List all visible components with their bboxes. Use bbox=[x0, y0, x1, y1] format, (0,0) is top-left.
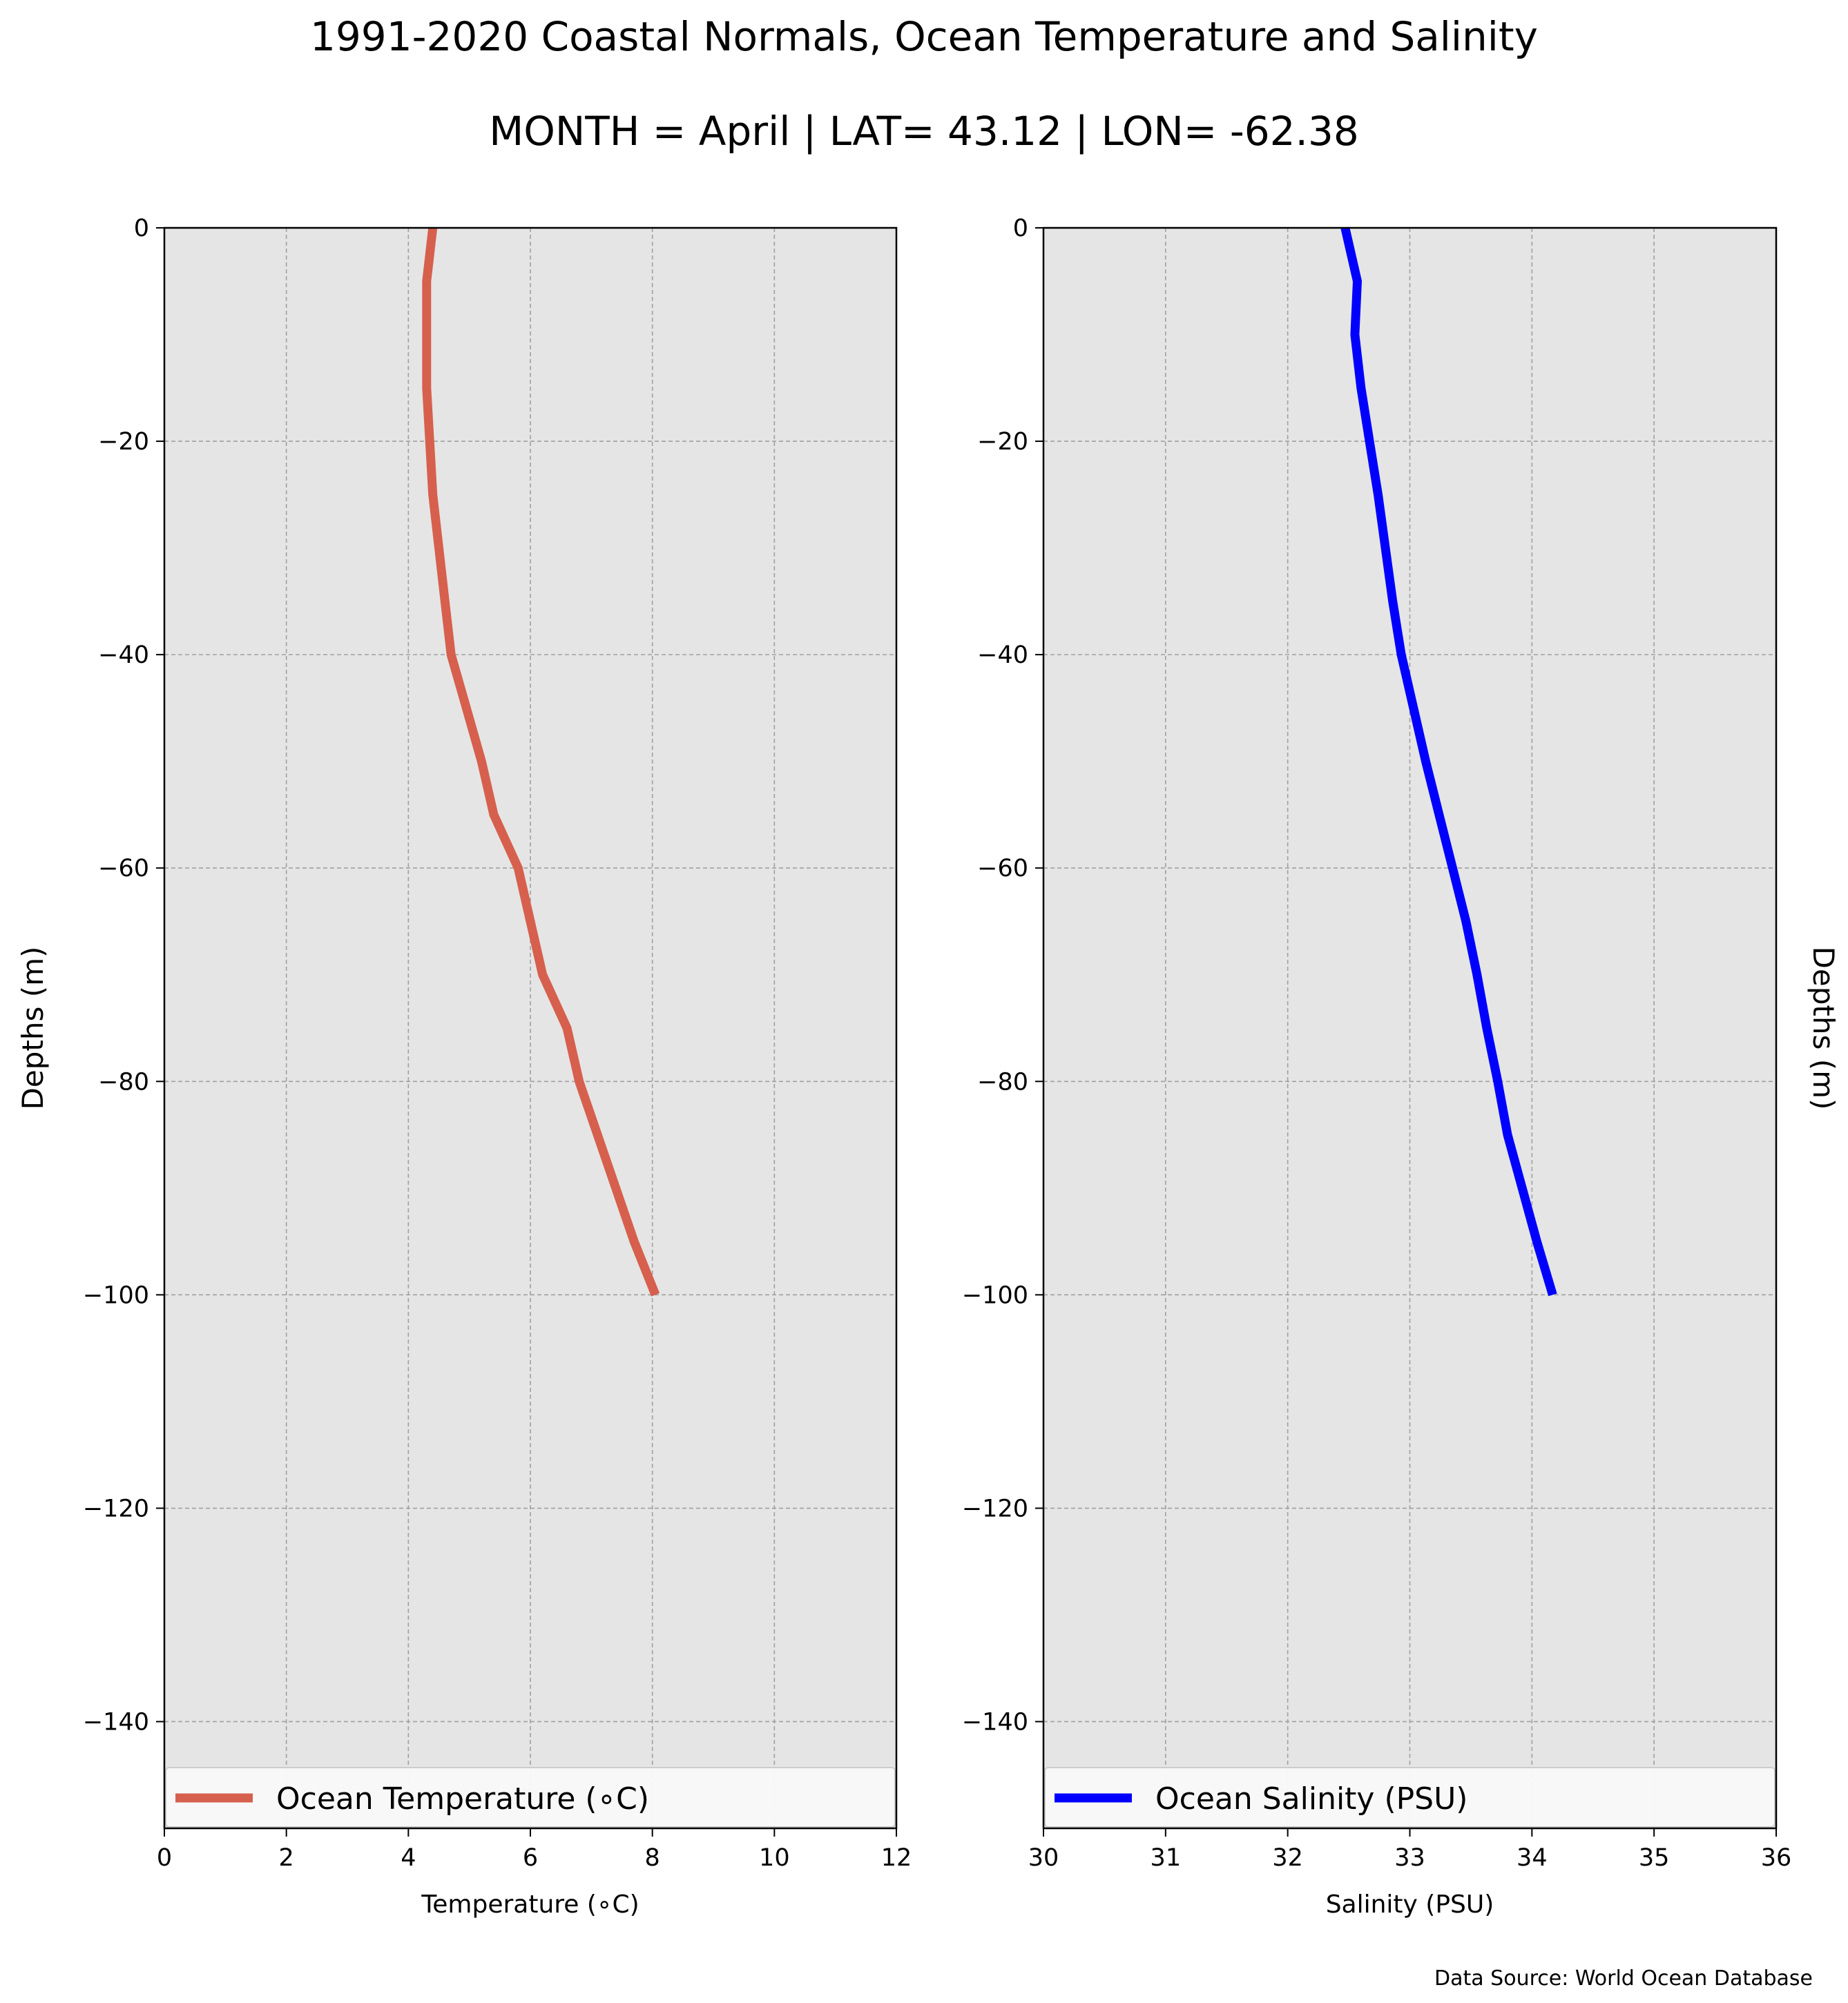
temperature-x-tick-label: 2 bbox=[279, 1844, 294, 1872]
panels: Ocean Temperature (∘C) 0 2 4 6 8 10 12 0 −20 −40 −6… bbox=[16, 215, 1840, 1919]
temperature-x-tick-label: 10 bbox=[759, 1844, 790, 1872]
source-note: Data Source: World Ocean Database bbox=[1434, 1966, 1813, 1991]
temperature-y-tick-label: −40 bbox=[98, 641, 149, 669]
salinity-x-tick-label: 35 bbox=[1639, 1844, 1670, 1872]
salinity-y-tick-label: −140 bbox=[962, 1708, 1028, 1736]
temperature-y-tick-label: −140 bbox=[83, 1708, 149, 1736]
salinity-series-points bbox=[1345, 227, 1553, 1295]
salinity-y-tick-label: −120 bbox=[962, 1495, 1028, 1522]
salinity-y-ticks: 0 −20 −40 −60 −80 −100 −120 −140 bbox=[962, 215, 1043, 1736]
salinity-x-axis-label: Salinity (PSU) bbox=[1326, 1890, 1494, 1919]
salinity-x-tick-label: 32 bbox=[1272, 1844, 1303, 1872]
temperature-panel: Ocean Temperature (∘C) 0 2 4 6 8 10 12 0 −20 −40 −6… bbox=[16, 215, 912, 1919]
temperature-y-axis-label: Depths (m) bbox=[16, 947, 50, 1110]
salinity-y-tick-label: −40 bbox=[977, 641, 1028, 669]
salinity-x-tick-label: 31 bbox=[1151, 1844, 1182, 1872]
temperature-series-line bbox=[422, 227, 660, 1297]
temperature-x-tick-label: 6 bbox=[523, 1844, 538, 1872]
temperature-x-tick-label: 12 bbox=[881, 1844, 912, 1872]
salinity-legend-box bbox=[1044, 1767, 1775, 1828]
salinity-x-tick-label: 36 bbox=[1761, 1844, 1792, 1872]
salinity-legend: Ocean Salinity (PSU) bbox=[1044, 1767, 1775, 1828]
salinity-y-tick-label: −60 bbox=[977, 855, 1028, 882]
temperature-x-tick-label: 8 bbox=[645, 1844, 660, 1872]
temperature-y-tick-label: 0 bbox=[134, 215, 149, 242]
chart-subtitle: MONTH = April | LAT= 43.12 | LON= -62.38 bbox=[489, 108, 1359, 155]
temperature-x-tick-label: 0 bbox=[157, 1844, 172, 1872]
salinity-y-tick-label: −80 bbox=[977, 1068, 1028, 1096]
temperature-x-tick-label: 4 bbox=[401, 1844, 416, 1872]
salinity-x-tick-label: 30 bbox=[1028, 1844, 1059, 1872]
temperature-grid bbox=[164, 228, 896, 1828]
salinity-grid bbox=[1043, 228, 1776, 1828]
salinity-y-tick-label: 0 bbox=[1013, 215, 1028, 242]
chart-title: 1991-2020 Coastal Normals, Ocean Tempera… bbox=[310, 13, 1538, 60]
temperature-legend: Ocean Temperature (∘C) bbox=[165, 1767, 896, 1828]
salinity-y-axis-label: Depths (m) bbox=[1807, 947, 1840, 1110]
salinity-x-tick-label: 34 bbox=[1517, 1844, 1548, 1872]
salinity-y-tick-label: −100 bbox=[962, 1281, 1028, 1309]
temperature-y-ticks: 0 −20 −40 −60 −80 −100 −120 −140 bbox=[83, 215, 164, 1736]
temperature-legend-box bbox=[165, 1767, 896, 1828]
salinity-panel: Ocean Salinity (PSU) 30 31 32 33 34 35 36 0 −20 −4… bbox=[962, 215, 1840, 1919]
salinity-x-ticks: 30 31 32 33 34 35 36 bbox=[1028, 1828, 1792, 1872]
temperature-x-axis-label: Temperature (∘C) bbox=[421, 1890, 639, 1919]
temperature-y-tick-label: −80 bbox=[98, 1068, 149, 1096]
salinity-legend-label: Ocean Salinity (PSU) bbox=[1155, 1781, 1467, 1817]
temperature-y-tick-label: −60 bbox=[98, 855, 149, 882]
salinity-x-tick-label: 33 bbox=[1394, 1844, 1425, 1872]
salinity-series-line bbox=[1340, 226, 1557, 1297]
temperature-y-tick-label: −20 bbox=[98, 428, 149, 456]
temperature-y-tick-label: −100 bbox=[83, 1281, 149, 1309]
temperature-legend-label: Ocean Temperature (∘C) bbox=[276, 1781, 649, 1817]
temperature-y-tick-label: −120 bbox=[83, 1495, 149, 1522]
salinity-y-tick-label: −20 bbox=[977, 428, 1028, 456]
temperature-x-ticks: 0 2 4 6 8 10 12 bbox=[157, 1828, 912, 1872]
